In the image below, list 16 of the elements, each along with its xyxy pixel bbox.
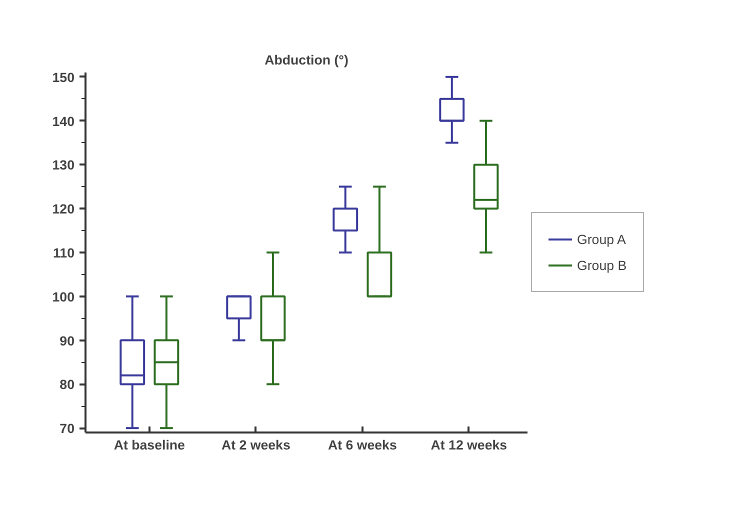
x-tick-label: At baseline	[114, 438, 185, 452]
y-tick-label: 110	[53, 246, 75, 260]
x-tick-label: At 12 weeks	[430, 438, 508, 452]
legend-label: Group A	[577, 232, 626, 246]
y-tick-label: 100	[52, 289, 75, 304]
y-tick-label: 130	[52, 158, 75, 173]
legend-label: Group B	[577, 258, 627, 272]
y-tick-label: 80	[60, 377, 75, 392]
y-tick-label: 120	[52, 202, 75, 217]
x-tick-label: At 2 weeks	[221, 438, 290, 452]
x-tick-label: At 6 weeks	[328, 438, 397, 452]
y-tick-label: 140	[52, 114, 75, 129]
chart-title: Abduction (°)	[264, 52, 348, 68]
y-tick-label: 150	[52, 70, 75, 85]
y-tick-label: 90	[60, 333, 75, 348]
y-tick-label: 70	[60, 421, 75, 436]
